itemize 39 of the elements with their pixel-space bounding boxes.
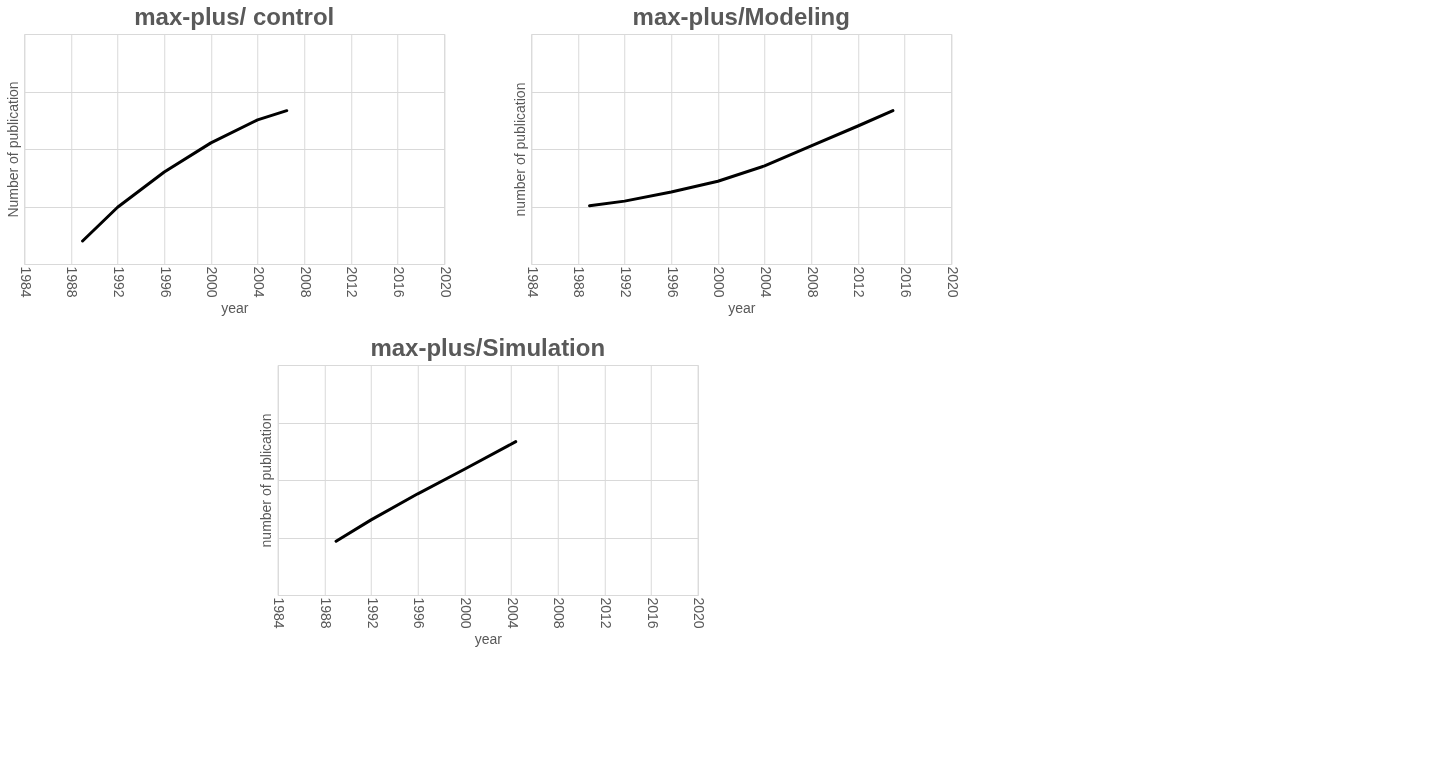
chart-title: max-plus/Modeling <box>632 3 850 30</box>
x-tick-label: 2020 <box>437 266 454 298</box>
x-tick-label: 2004 <box>251 266 268 298</box>
x-tick-label: 2008 <box>551 597 568 629</box>
x-tick-label: 2020 <box>944 266 961 298</box>
y-axis-title: number of publication <box>511 82 528 217</box>
x-tick-label: 2020 <box>691 597 708 629</box>
x-axis-title: year <box>474 630 503 647</box>
x-tick-label: 2016 <box>898 266 915 298</box>
x-tick-label: 1984 <box>524 266 541 298</box>
x-axis-title: year <box>221 299 249 316</box>
chart-title: max-plus/ control <box>134 3 335 30</box>
y-axis-title: number of publication <box>258 413 275 548</box>
x-tick-label: 1984 <box>17 266 34 298</box>
x-tick-label: 1996 <box>664 266 681 298</box>
x-tick-label: 2008 <box>297 266 314 298</box>
x-tick-label: 2016 <box>644 597 661 629</box>
x-tick-label: 2012 <box>344 266 361 298</box>
x-tick-label: 1988 <box>317 597 334 629</box>
chart-title: max-plus/Simulation <box>370 334 606 361</box>
x-tick-label: 2004 <box>504 597 521 629</box>
x-tick-label: 1996 <box>157 266 174 298</box>
x-tick-label: 1984 <box>271 597 288 629</box>
x-tick-label: 2012 <box>597 597 614 629</box>
x-tick-label: 2000 <box>204 266 221 298</box>
x-tick-label: 2004 <box>758 266 775 298</box>
x-tick-label: 1992 <box>111 266 128 298</box>
x-tick-label: 1992 <box>364 597 381 629</box>
x-tick-label: 2000 <box>711 266 728 298</box>
x-tick-label: 2000 <box>457 597 474 629</box>
x-axis-title: year <box>728 299 756 316</box>
x-tick-label: 2008 <box>804 266 821 298</box>
x-tick-label: 1988 <box>571 266 588 298</box>
x-tick-label: 2016 <box>391 266 408 298</box>
x-tick-label: 2012 <box>851 266 868 298</box>
x-tick-label: 1996 <box>411 597 428 629</box>
x-tick-label: 1992 <box>618 266 635 298</box>
y-axis-title: Number of publication <box>4 81 21 218</box>
x-tick-label: 1988 <box>64 266 81 298</box>
